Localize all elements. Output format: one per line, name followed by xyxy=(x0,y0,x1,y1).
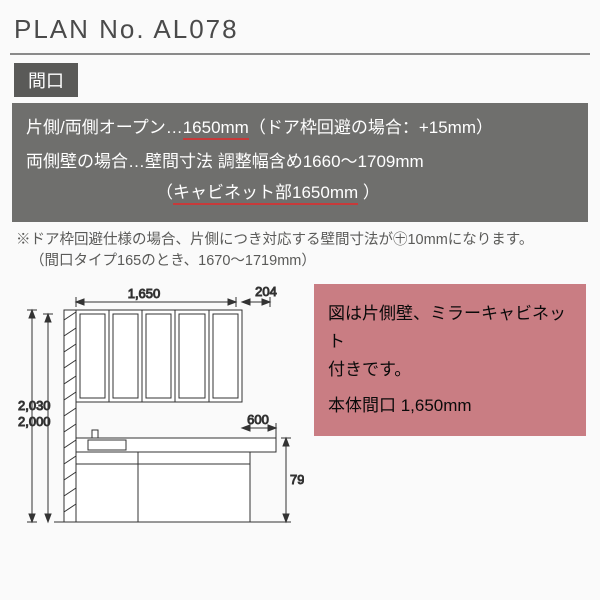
note-line-1: ※ドア枠回避仕様の場合、片側につき対応する壁間寸法が㊉10mmになります。 xyxy=(16,230,584,251)
spec-value-underlined: 1650mm xyxy=(183,118,249,140)
spec-line-3: （キャビネット部1650mm ） xyxy=(26,180,574,206)
plan-title: PLAN No. AL078 xyxy=(10,8,590,55)
note-block: ※ドア枠回避仕様の場合、片側につき対応する壁間寸法が㊉10mmになります。 （間… xyxy=(10,222,590,276)
callout-line-2: 付きです。 xyxy=(328,356,572,384)
section-tag: 間口 xyxy=(14,63,78,97)
callout-line-1: 図は片側壁、ミラーキャビネット xyxy=(328,300,572,356)
dim-h-counter: 797 xyxy=(290,472,304,487)
spec-line-1: 片側/両側オープン…1650mm（ドア枠回避の場合：+15mm） xyxy=(26,115,574,141)
spec3-suffix: ） xyxy=(358,183,380,202)
callout-box: 図は片側壁、ミラーキャビネット 付きです。 本体間口 1,650mm xyxy=(314,284,586,436)
spec-suffix: （ドア枠回避の場合：+15mm） xyxy=(249,118,493,137)
spec-line-2: 両側壁の場合…壁間寸法 調整幅含め1660～1709mm xyxy=(26,149,574,175)
dim-h-inner: 2,000 xyxy=(18,414,51,429)
dim-depth-top: 204 xyxy=(255,284,277,299)
dim-width: 1,650 xyxy=(128,286,161,301)
dim-depth-counter: 600 xyxy=(247,412,269,427)
spec3-value-underlined: キャビネット部1650mm xyxy=(173,183,358,205)
cabinet-diagram: 1,650 204 xyxy=(14,280,304,550)
note-line-2: （間口タイプ165のとき、1670～1719mm） xyxy=(16,251,584,272)
spec-prefix: 片側/両側オープン… xyxy=(26,118,183,137)
lower-row: 1,650 204 xyxy=(10,280,590,550)
spec-box: 片側/両側オープン…1650mm（ドア枠回避の場合：+15mm） 両側壁の場合…… xyxy=(12,103,588,222)
callout-line-3: 本体間口 1,650mm xyxy=(328,392,572,420)
dim-h-total: 2,030 xyxy=(18,398,51,413)
spec3-prefix: （ xyxy=(156,183,173,202)
